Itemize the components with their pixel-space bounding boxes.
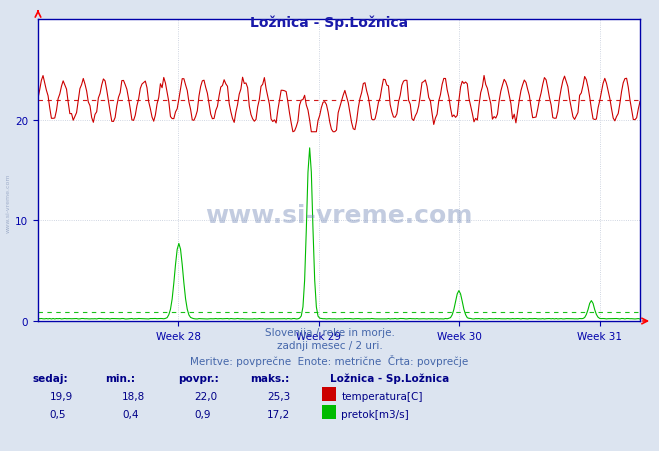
Text: 18,8: 18,8 xyxy=(122,391,145,401)
Text: 19,9: 19,9 xyxy=(49,391,72,401)
Text: Slovenija / reke in morje.: Slovenija / reke in morje. xyxy=(264,327,395,337)
Text: zadnji mesec / 2 uri.: zadnji mesec / 2 uri. xyxy=(277,341,382,350)
Text: povpr.:: povpr.: xyxy=(178,373,219,383)
Text: Meritve: povprečne  Enote: metrične  Črta: povprečje: Meritve: povprečne Enote: metrične Črta:… xyxy=(190,354,469,366)
Text: Ložnica - Sp.Ložnica: Ložnica - Sp.Ložnica xyxy=(330,373,449,383)
Text: pretok[m3/s]: pretok[m3/s] xyxy=(341,409,409,419)
Text: 0,4: 0,4 xyxy=(122,409,138,419)
Text: temperatura[C]: temperatura[C] xyxy=(341,391,423,401)
Text: www.si-vreme.com: www.si-vreme.com xyxy=(205,204,473,228)
Text: maks.:: maks.: xyxy=(250,373,290,383)
Text: www.si-vreme.com: www.si-vreme.com xyxy=(5,173,11,233)
Text: 25,3: 25,3 xyxy=(267,391,290,401)
Text: Ložnica - Sp.Ložnica: Ložnica - Sp.Ložnica xyxy=(250,16,409,30)
Text: 0,5: 0,5 xyxy=(49,409,66,419)
Text: min.:: min.: xyxy=(105,373,136,383)
Text: 17,2: 17,2 xyxy=(267,409,290,419)
Text: sedaj:: sedaj: xyxy=(33,373,69,383)
Text: 22,0: 22,0 xyxy=(194,391,217,401)
Text: 0,9: 0,9 xyxy=(194,409,211,419)
